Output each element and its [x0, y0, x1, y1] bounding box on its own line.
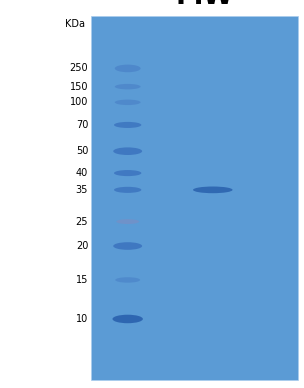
- Ellipse shape: [116, 219, 139, 224]
- Text: 20: 20: [76, 241, 88, 251]
- Ellipse shape: [114, 170, 141, 176]
- Ellipse shape: [113, 147, 142, 155]
- FancyBboxPatch shape: [91, 16, 298, 380]
- Text: 10: 10: [76, 314, 88, 324]
- Text: 70: 70: [76, 120, 88, 130]
- Text: 25: 25: [76, 217, 88, 227]
- Text: KDa: KDa: [65, 19, 85, 29]
- Text: 35: 35: [76, 185, 88, 195]
- Text: 250: 250: [70, 63, 88, 73]
- Ellipse shape: [115, 84, 140, 89]
- Ellipse shape: [115, 277, 140, 283]
- Text: 15: 15: [76, 275, 88, 285]
- Ellipse shape: [112, 315, 143, 323]
- Text: 100: 100: [70, 97, 88, 107]
- Text: 40: 40: [76, 168, 88, 178]
- Text: MW: MW: [176, 0, 234, 10]
- Ellipse shape: [114, 122, 141, 128]
- Text: 150: 150: [70, 81, 88, 92]
- Text: 50: 50: [76, 146, 88, 156]
- Ellipse shape: [114, 187, 141, 193]
- Ellipse shape: [115, 65, 140, 72]
- Ellipse shape: [193, 187, 233, 193]
- Ellipse shape: [115, 100, 140, 105]
- Ellipse shape: [113, 242, 142, 250]
